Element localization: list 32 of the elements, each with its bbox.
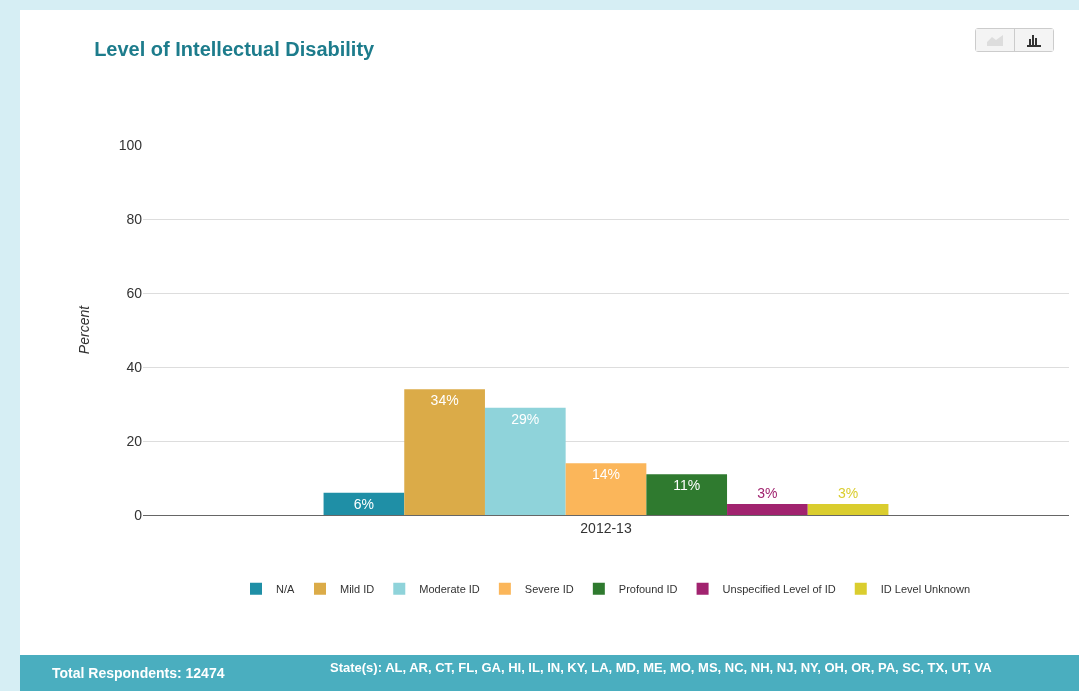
bar xyxy=(727,503,808,515)
data-label: 11% xyxy=(673,477,701,494)
data-label: 34% xyxy=(430,392,459,409)
bar xyxy=(807,503,889,515)
legend-label: N/A xyxy=(276,582,295,595)
y-axis-title: Percent xyxy=(76,304,93,355)
data-label: 6% xyxy=(353,495,375,512)
text: State(s): AL, AR, CT, FL, GA, HI, IL, IN, KY, LA, MD, ME, MO, MS, NC, NH, NJ, NY, OH, OR, PA, SC, TX, UT, VA xyxy=(330,660,993,675)
data-label: 3% xyxy=(757,484,778,501)
legend-label: Unspecified Level of ID xyxy=(722,582,836,595)
legend-label: Profound ID xyxy=(618,582,678,595)
bar xyxy=(323,492,405,515)
chart-title: Level of Intellectual Disability xyxy=(94,37,376,60)
bar xyxy=(565,463,647,515)
legend-label: ID Level Unknown xyxy=(880,582,971,595)
legend-label: Mild ID xyxy=(340,582,375,595)
y-tick-label: 40 xyxy=(126,358,143,375)
y-tick-label: 0 xyxy=(134,506,143,523)
y-tick-label: 60 xyxy=(126,284,143,301)
data-label: 14% xyxy=(591,466,621,483)
legend-label: Moderate ID xyxy=(419,582,480,595)
bar xyxy=(404,389,485,515)
y-tick-label: 100 xyxy=(118,136,143,153)
y-tick-label: 20 xyxy=(126,432,143,449)
y-tick-label: 80 xyxy=(126,210,143,227)
data-label: 29% xyxy=(511,410,540,427)
legend-label: Severe ID xyxy=(524,582,574,595)
bar xyxy=(484,407,566,515)
x-tick-label: 2012-13 xyxy=(580,519,632,536)
data-label: 3% xyxy=(837,484,859,501)
text: Total Respondents: 12474 xyxy=(52,665,225,681)
bar xyxy=(646,474,728,515)
